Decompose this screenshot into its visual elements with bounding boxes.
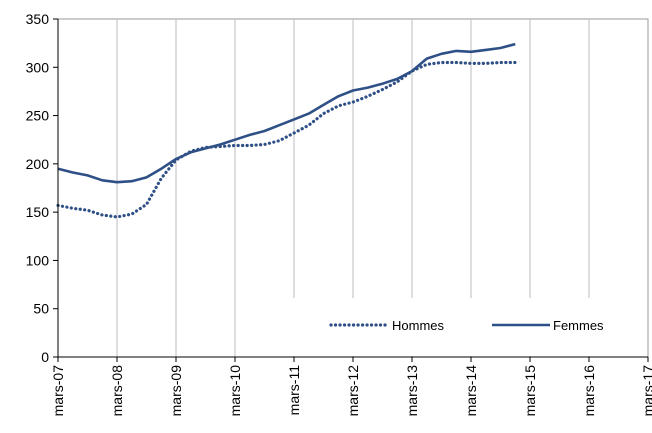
y-tick-label: 300 [26, 59, 50, 75]
x-tick-label: mars-15 [522, 365, 538, 417]
x-tick-label: mars-13 [404, 365, 420, 417]
legend-label: Femmes [553, 318, 604, 333]
x-tick-label: mars-12 [345, 365, 361, 417]
x-tick-label: mars-09 [168, 365, 184, 417]
y-tick-label: 150 [26, 204, 50, 220]
x-tick-label: mars-11 [286, 365, 302, 416]
x-tick-label: mars-17 [640, 365, 652, 417]
series-lines [56, 42, 517, 219]
legend-item-femmes: Femmes [492, 318, 604, 333]
legend-background [292, 298, 646, 356]
legend-item-hommes: Hommes [329, 318, 445, 333]
y-tick-label: 100 [26, 252, 50, 268]
x-tick-label: mars-16 [581, 365, 597, 417]
legend: Hommes Femmes [292, 298, 646, 356]
y-tick-label: 250 [26, 108, 50, 124]
x-tick-label: mars-07 [50, 365, 66, 417]
series-line-femmes [57, 42, 516, 184]
y-tick-label: 350 [26, 11, 50, 27]
legend-label: Hommes [392, 318, 445, 333]
series-line-hommes [56, 60, 517, 219]
axes: 0 50 100 150 200 250 300 350 mars-07 mars-08 mars-… [26, 11, 652, 416]
y-tick-label: 50 [33, 301, 49, 317]
x-tick-label: mars-10 [227, 365, 243, 417]
y-tick-label: 0 [41, 349, 49, 365]
x-tick-label: mars-14 [463, 365, 479, 417]
y-tick-label: 200 [26, 156, 50, 172]
x-tick-label: mars-08 [109, 365, 125, 417]
